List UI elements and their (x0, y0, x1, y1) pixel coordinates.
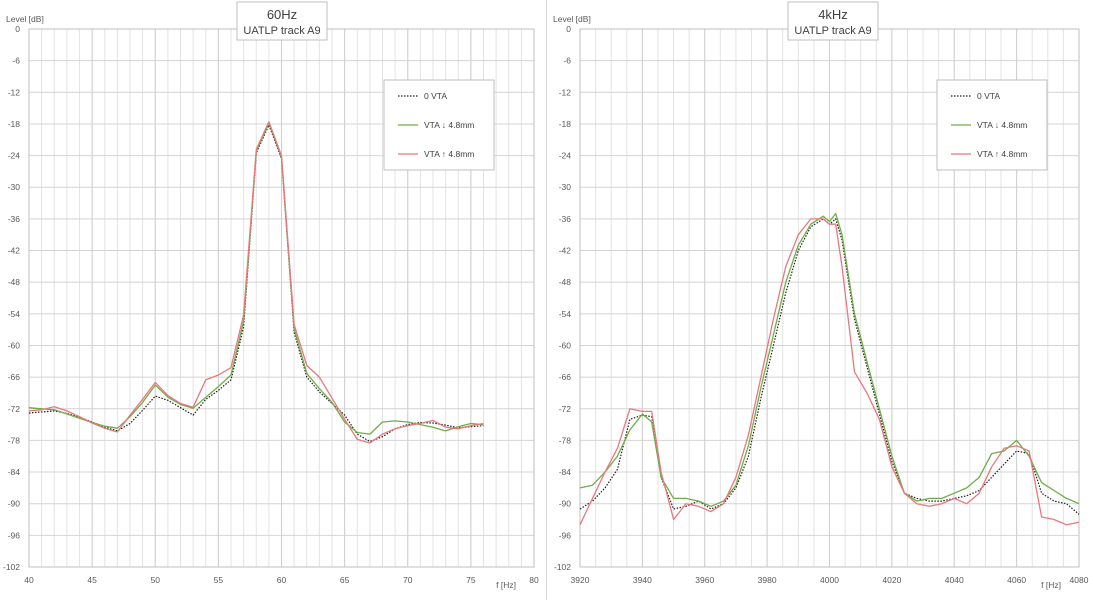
y-tick-label: -18 (8, 119, 21, 129)
title-box (787, 1, 879, 41)
chart-subtitle: UATLP track A9 (243, 25, 320, 37)
chart-4khz: 0 -6 -12 -18 -24 -30 -36 -42 -48 -54 -60 -66 -72 -78 -… (553, 1, 1089, 590)
y-tick-label: -36 (559, 214, 572, 224)
x-tick-label: 65 (340, 575, 350, 585)
y-tick-label: -36 (8, 214, 21, 224)
y-tick-label: -84 (8, 467, 21, 477)
y-axis-label: Level [dB] (6, 14, 44, 24)
y-tick-label: -102 (554, 562, 571, 572)
y-tick-label: -12 (559, 87, 572, 97)
x-tick-label: 55 (214, 575, 224, 585)
chart-subtitle: UATLP track A9 (794, 25, 871, 37)
y-tick-label: -90 (8, 499, 21, 509)
series-line-0 (28, 124, 484, 443)
legend-label: VTA ↑ 4.8mm (977, 149, 1027, 159)
title-box (236, 1, 328, 41)
y-tick-label: -72 (8, 404, 21, 414)
y-tick-label: -6 (12, 56, 20, 66)
y-tick-label: -66 (8, 372, 21, 382)
y-tick-label: -78 (8, 435, 21, 445)
y-tick-label: -66 (559, 372, 572, 382)
y-tick-label: -60 (559, 340, 572, 350)
x-tick-label: 50 (151, 575, 161, 585)
legend-label: VTA ↑ 4.8mm (424, 149, 474, 159)
x-tick-label: 4000 (820, 575, 839, 585)
y-tick-label: -6 (563, 56, 571, 66)
series-line-2 (579, 218, 1080, 526)
y-tick-label: -42 (8, 246, 21, 256)
x-tick-label: 4040 (945, 575, 964, 585)
y-tick-label: -54 (559, 309, 572, 319)
y-tick-label: -78 (559, 435, 572, 445)
x-tick-label: 3920 (571, 575, 590, 585)
y-tick-label: -30 (8, 182, 21, 192)
x-tick-label: 3960 (695, 575, 714, 585)
y-tick-label: -30 (559, 182, 572, 192)
y-tick-label: -54 (8, 309, 21, 319)
y-tick-label: -48 (559, 277, 572, 287)
legend-label: VTA ↓ 4.8mm (977, 120, 1027, 130)
x-tick-label: 80 (529, 575, 539, 585)
y-tick-label: 0 (15, 24, 20, 34)
y-axis-label: Level [dB] (553, 14, 591, 24)
y-tick-label: -96 (559, 530, 572, 540)
y-tick-label: -42 (559, 246, 572, 256)
legend-label: 0 VTA (977, 91, 1000, 101)
y-tick-label: -12 (8, 87, 21, 97)
x-tick-label: 3940 (633, 575, 652, 585)
y-tick-label: -18 (559, 119, 572, 129)
x-tick-label: 4080 (1070, 575, 1089, 585)
legend-label: 0 VTA (424, 91, 447, 101)
y-tick-label: -24 (8, 151, 21, 161)
x-tick-label: 40 (24, 575, 34, 585)
legend-label: VTA ↓ 4.8mm (424, 120, 474, 130)
chart-title: 4kHz (818, 7, 848, 22)
chart-60hz: 0 -6 -12 -18 -24 -30 -36 -42 -48 -54 -60 -66 -72 -78 -… (3, 1, 539, 590)
y-tick-label: -96 (8, 530, 21, 540)
y-tick-label: -90 (559, 499, 572, 509)
x-tick-label: 60 (277, 575, 287, 585)
x-tick-label: 3980 (758, 575, 777, 585)
x-tick-label: 75 (466, 575, 476, 585)
y-tick-label: -60 (8, 340, 21, 350)
x-axis-label: f [Hz] (1041, 580, 1061, 590)
y-tick-label: 0 (566, 24, 571, 34)
x-tick-label: 4020 (882, 575, 901, 585)
y-tick-label: -48 (8, 277, 21, 287)
y-tick-label: -72 (559, 404, 572, 414)
y-tick-label: -84 (559, 467, 572, 477)
y-tick-label: -102 (3, 562, 20, 572)
series-line-1 (579, 212, 1080, 507)
x-tick-label: 70 (403, 575, 413, 585)
panel-divider (546, 0, 547, 600)
x-tick-label: 4060 (1007, 575, 1026, 585)
x-axis-label: f [Hz] (496, 580, 516, 590)
series-line-2 (28, 121, 484, 444)
chart-title: 60Hz (267, 7, 297, 22)
x-tick-label: 45 (87, 575, 97, 585)
y-tick-label: -24 (559, 151, 572, 161)
